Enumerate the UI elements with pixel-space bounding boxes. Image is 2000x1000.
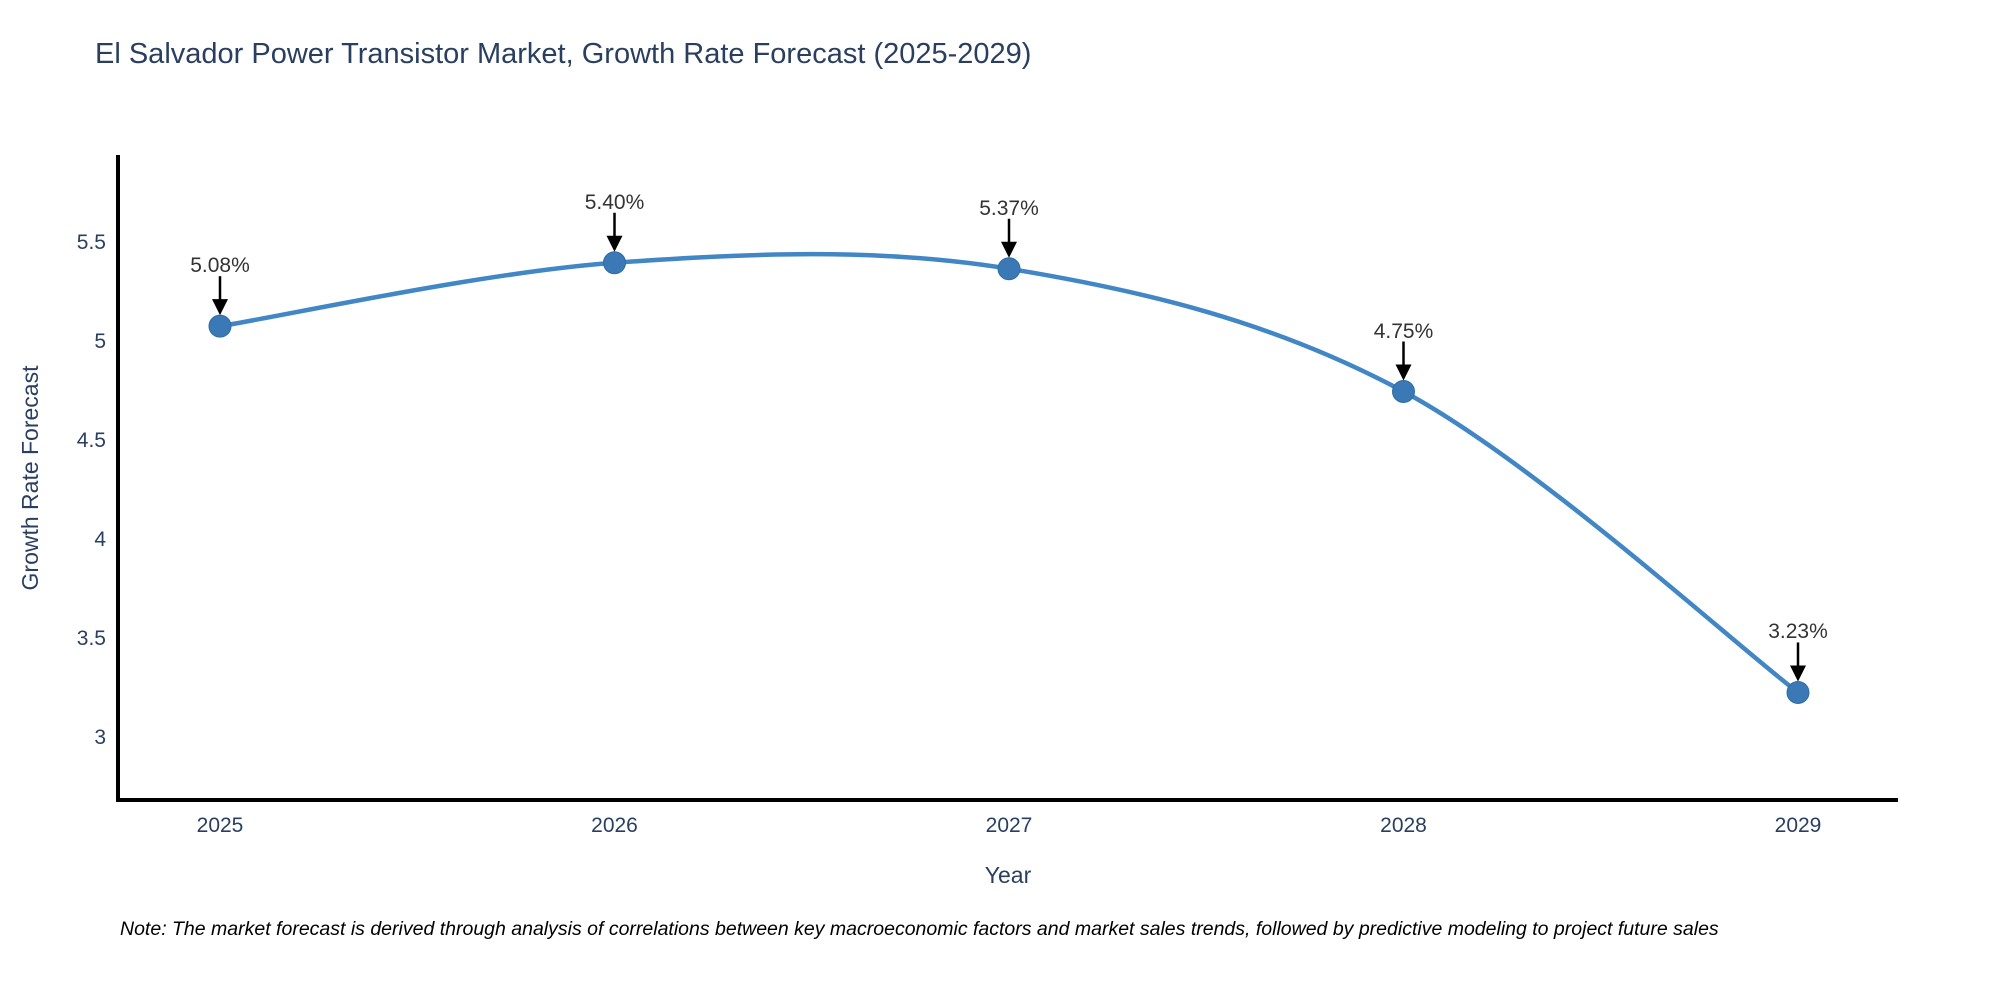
x-tick-label-2025: 2025: [196, 814, 244, 837]
y-tick-label-3: 3: [94, 726, 106, 749]
annotation-arrowhead: [1790, 665, 1806, 682]
y-tick-label-5.5: 5.5: [76, 231, 106, 254]
footnote: Note: The market forecast is derived thr…: [120, 918, 1719, 940]
data-point-2029[interactable]: [1786, 680, 1810, 704]
y-tick-label-4: 4: [94, 528, 106, 551]
annotation-arrowhead: [212, 299, 228, 316]
y-tick-label-5: 5: [94, 330, 106, 353]
point-label-2027: 5.37%: [979, 196, 1039, 220]
x-axis-title: Year: [984, 862, 1032, 888]
x-tick-label-2029: 2029: [1774, 814, 1822, 837]
x-tick-label-2027: 2027: [985, 814, 1033, 837]
data-point-2026[interactable]: [603, 251, 626, 275]
y-tick-label-4.5: 4.5: [76, 429, 106, 452]
x-tick-label-2028: 2028: [1380, 814, 1427, 837]
data-point-2025[interactable]: [208, 314, 232, 338]
point-label-2026: 5.40%: [584, 190, 645, 214]
point-label-2028: 4.75%: [1373, 319, 1434, 343]
point-label-2029: 3.23%: [1768, 620, 1828, 644]
x-tick-label-2026: 2026: [591, 814, 638, 837]
data-point-2028[interactable]: [1392, 380, 1415, 403]
chart-title: El Salvador Power Transistor Market, Gro…: [95, 38, 1032, 70]
point-label-2025: 5.08%: [190, 254, 250, 278]
annotation-arrowhead: [1001, 241, 1017, 258]
forecast-line: [217, 251, 1801, 695]
data-point-2027[interactable]: [997, 257, 1021, 281]
y-tick-label-3.5: 3.5: [76, 627, 106, 650]
annotation-arrowhead: [1395, 364, 1412, 381]
annotation-arrowhead: [606, 235, 623, 252]
